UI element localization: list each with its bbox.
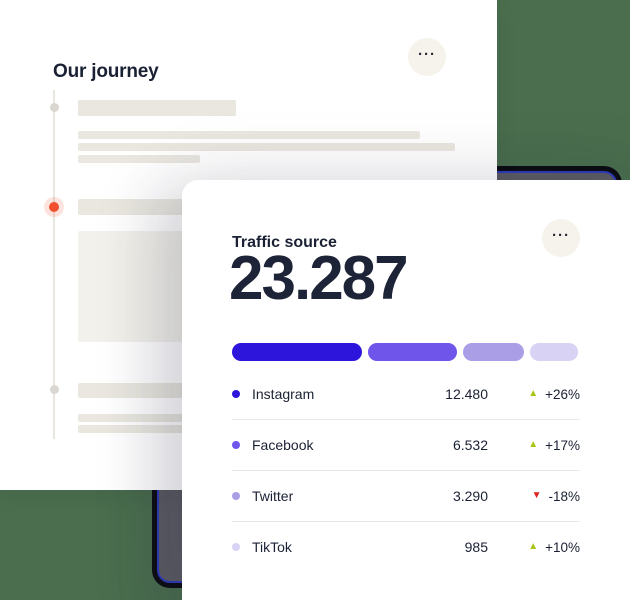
source-change: ▼ -18% xyxy=(488,489,580,504)
timeline-dot-active-halo xyxy=(44,197,64,217)
traffic-total-value: 23.287 xyxy=(229,244,409,313)
traffic-row-facebook: Facebook 6.532 ▲ +17% xyxy=(232,419,580,470)
traffic-rows: Instagram 12.480 ▲ +26% Facebook 6.532 ▲… xyxy=(232,369,580,572)
legend-dot xyxy=(232,543,240,551)
timeline-dot-active xyxy=(49,202,59,212)
trend-up-icon: ▲ xyxy=(528,541,539,552)
traffic-card-title: Traffic source xyxy=(232,234,337,252)
bar-segment-tiktok xyxy=(530,343,579,361)
skeleton-bar xyxy=(78,100,236,116)
journey-more-options-button[interactable]: ··· xyxy=(408,38,446,76)
ellipsis-icon: ··· xyxy=(552,226,570,244)
skeleton-line xyxy=(78,131,420,139)
legend-dot xyxy=(232,390,240,398)
traffic-source-card: Traffic source ··· 23.287 Instagram 12.4… xyxy=(182,180,630,600)
timeline-line xyxy=(53,90,55,439)
traffic-row-twitter: Twitter 3.290 ▼ -18% xyxy=(232,470,580,521)
traffic-segment-bar xyxy=(232,343,580,361)
bar-segment-twitter xyxy=(463,343,525,361)
source-change: ▲ +17% xyxy=(488,438,580,453)
source-value: 985 xyxy=(464,539,488,555)
change-percent: +26% xyxy=(545,386,580,402)
trend-up-icon: ▲ xyxy=(528,439,539,450)
source-label: TikTok xyxy=(252,539,292,555)
source-change: ▲ +26% xyxy=(488,387,580,402)
source-value: 3.290 xyxy=(452,488,488,504)
trend-down-icon: ▼ xyxy=(531,490,542,501)
source-change: ▲ +10% xyxy=(488,540,580,555)
skeleton-line xyxy=(78,143,455,151)
source-value: 12.480 xyxy=(445,386,488,402)
skeleton-line xyxy=(78,425,198,433)
traffic-row-instagram: Instagram 12.480 ▲ +26% xyxy=(232,369,580,419)
source-label: Twitter xyxy=(252,488,294,504)
source-label: Instagram xyxy=(252,386,315,402)
bar-segment-facebook xyxy=(368,343,458,361)
change-percent: +17% xyxy=(545,437,580,453)
timeline-dot xyxy=(49,384,59,394)
traffic-more-options-button[interactable]: ··· xyxy=(542,219,580,257)
skeleton-line xyxy=(78,155,200,163)
source-value: 6.532 xyxy=(452,437,488,453)
source-label: Facebook xyxy=(252,437,314,453)
change-percent: +10% xyxy=(545,539,580,555)
legend-dot xyxy=(232,441,240,449)
legend-dot xyxy=(232,492,240,500)
traffic-row-tiktok: TikTok 985 ▲ +10% xyxy=(232,521,580,572)
ellipsis-icon: ··· xyxy=(418,45,436,63)
timeline-dot xyxy=(49,102,59,112)
bar-segment-instagram xyxy=(232,343,363,361)
change-percent: -18% xyxy=(548,488,580,504)
skeleton-line xyxy=(78,414,198,422)
trend-up-icon: ▲ xyxy=(528,388,539,399)
journey-card-title: Our journey xyxy=(53,60,159,82)
